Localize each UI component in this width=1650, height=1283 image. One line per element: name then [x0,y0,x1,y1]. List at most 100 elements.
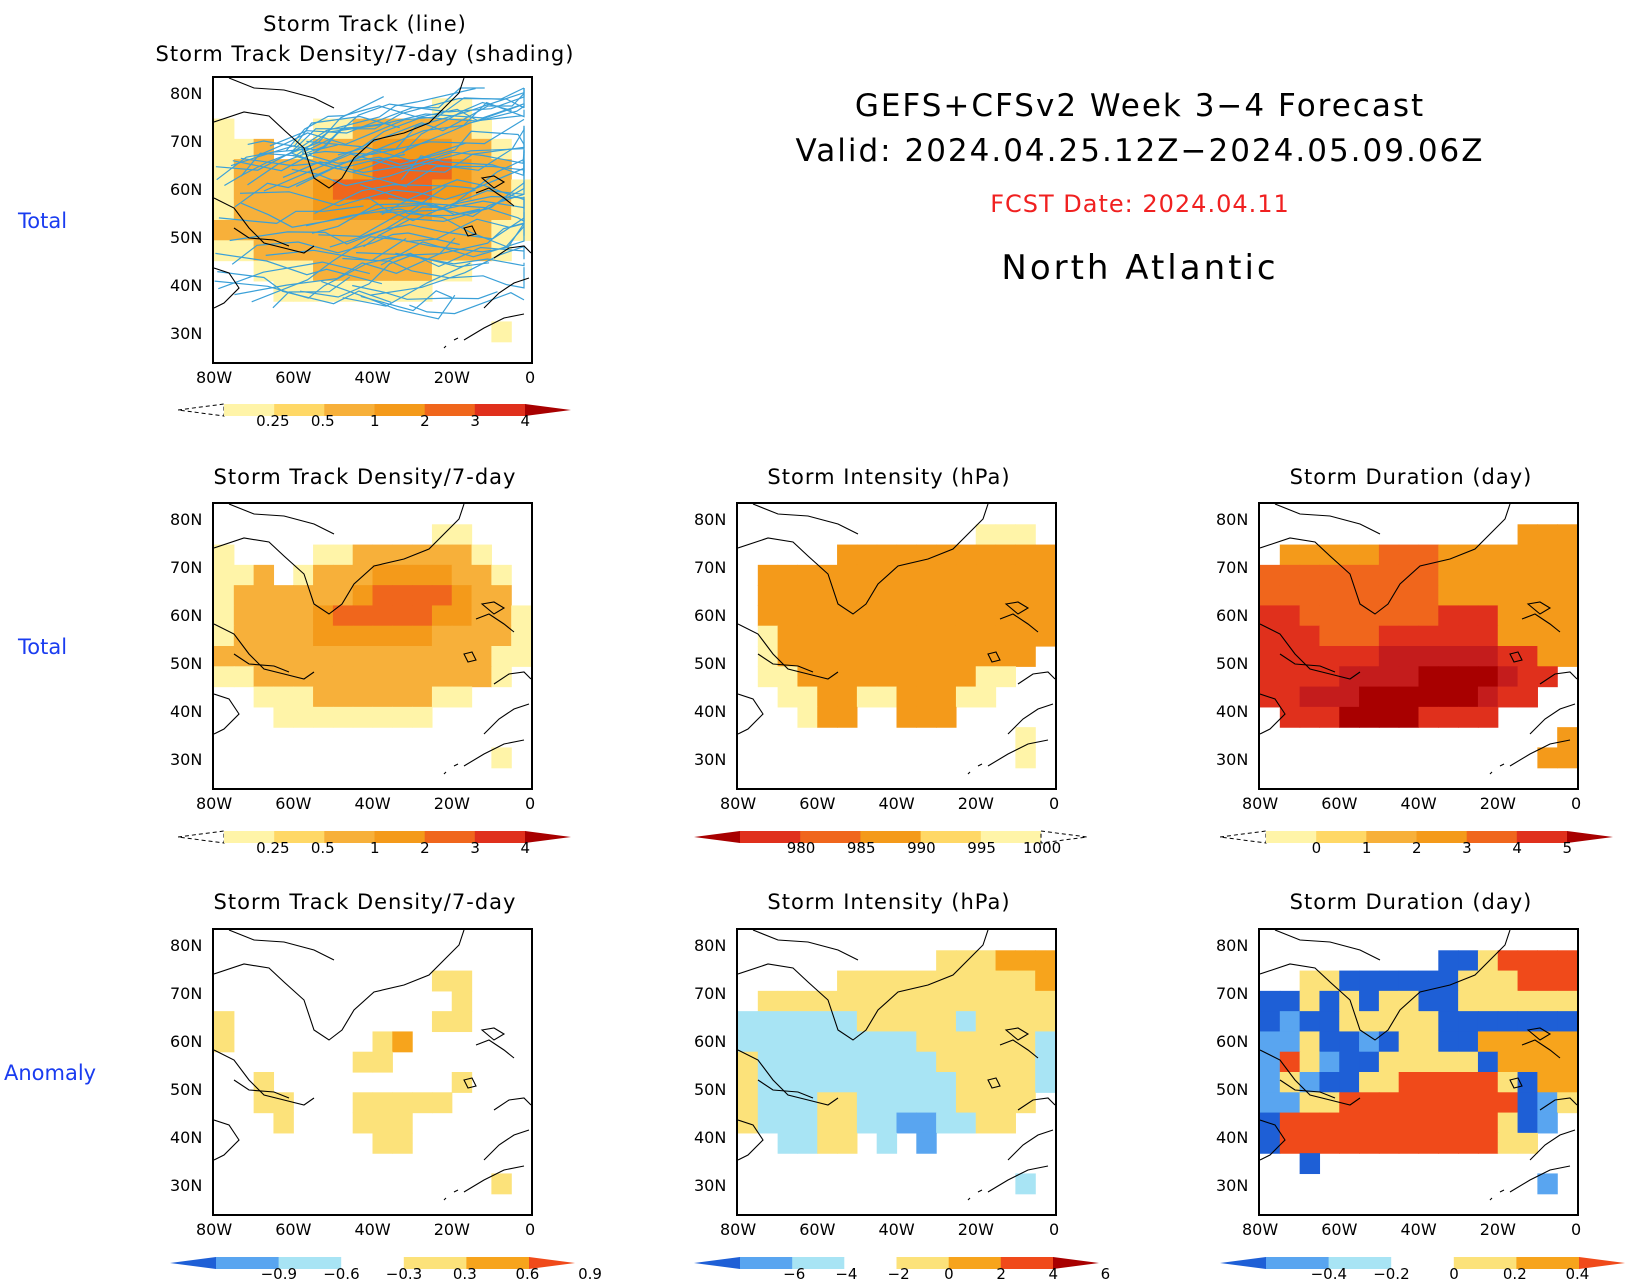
grid-cell [233,625,255,647]
colorbar-swatch [1328,1257,1392,1269]
grid-cell [1438,564,1459,586]
map-panel-5 [212,928,533,1216]
grid-cell [412,564,433,586]
grid-cell [214,138,235,160]
lat-tick-label: 50N [170,654,203,673]
grid-cell [1497,585,1519,607]
grid-cell [1458,1132,1479,1154]
grid-cell [1537,1112,1558,1134]
colorbar-swatch [324,831,375,843]
grid-cell [273,1112,294,1134]
coastline [463,313,525,341]
panel7-title: Storm Duration (day) [1289,890,1533,914]
grid-cell [1418,646,1439,667]
lat-tick-label: 40N [170,276,203,295]
grid-cell [253,564,275,586]
coastline [1260,623,1361,680]
grid-cell [817,585,838,607]
grid-cell [431,159,453,181]
colorbar-label: 3 [1462,839,1472,857]
grid-cell [1260,564,1281,586]
grid-cell [1378,666,1400,688]
map-canvas [1260,930,1577,1201]
colorbar-swatch [860,831,921,843]
map-panel-4 [1258,502,1579,790]
grid-cell [896,625,917,647]
coastline [480,601,506,615]
map-canvas [214,504,531,775]
grid-cell [916,1132,937,1154]
colorbar-swatch [1000,1257,1054,1269]
grid-cell [757,1011,779,1033]
grid-cell [837,1051,858,1073]
grid-cell [995,646,1016,667]
colorbar-swatch [1366,831,1417,843]
lat-tick-label: 70N [694,558,727,577]
colorbar-label: 2 [420,839,430,857]
coastline [1509,1077,1523,1089]
colorbar-label: −4 [835,1265,858,1283]
grid-cell [1497,686,1519,708]
grid-cell [936,564,957,586]
coastline [480,175,506,189]
grid-cell [372,564,393,586]
grid-cell [1458,625,1479,647]
grid-cell [1339,544,1360,566]
lat-tick-label: 60N [1216,606,1249,625]
grid-cell [431,118,453,140]
grid-cell [1497,970,1519,992]
colorbar-7 [1220,1255,1625,1269]
panel5-title: Storm Track Density/7-day [213,890,517,914]
grid-cell [1537,544,1558,566]
grid-cell [214,666,235,688]
coastline [214,623,315,680]
grid-cell [372,585,393,607]
grid-cell [1339,706,1360,728]
grid-cell [332,564,354,586]
grid-cell [1319,1072,1340,1093]
grid-cell [1378,1132,1400,1154]
grid-cell [876,1011,898,1033]
panel1-title-line1: Storm Track (line) [263,12,467,36]
lat-tick-label: 80N [1216,510,1249,529]
grid-cell [253,666,275,688]
grid-cell [471,564,492,586]
grid-cell [233,666,255,688]
grid-cell [757,564,779,586]
grid-cell [253,646,275,667]
grid-cell [817,1031,838,1053]
grid-cell [936,646,957,667]
grid-cell [431,524,453,546]
grid-cell [1035,950,1055,972]
grid-cell [955,686,977,708]
grid-cell [431,605,453,627]
grid-cell [1537,1072,1558,1093]
grid-cell [797,1072,818,1093]
colorbar-swatch [1266,1257,1329,1269]
grid-cell [738,1011,759,1033]
grid-cell [431,1092,453,1114]
grid-cell [1557,1092,1577,1114]
lon-tick-label: 20W [1479,1220,1516,1239]
grid-cell [1279,1112,1301,1134]
grid-cell [1319,605,1340,627]
lon-tick-label: 60W [799,794,836,813]
grid-cell [214,564,235,586]
grid-cell [233,199,255,221]
grid-cell [1279,706,1301,728]
grid-cell [777,1072,799,1093]
grid-cell [313,260,334,282]
grid-cell [1260,1031,1281,1053]
colorbar-swatch [980,831,1042,843]
grid-cell [837,585,858,607]
grid-cell [1339,686,1360,708]
grid-cell [856,1031,878,1053]
grid-cell [896,686,917,708]
grid-cell [412,686,433,708]
grid-cell [995,1051,1016,1073]
coastline [1260,693,1286,735]
grid-cell [1279,605,1301,627]
grid-cell [1378,646,1400,667]
grid-cell [392,686,413,708]
coastline [1509,739,1571,767]
